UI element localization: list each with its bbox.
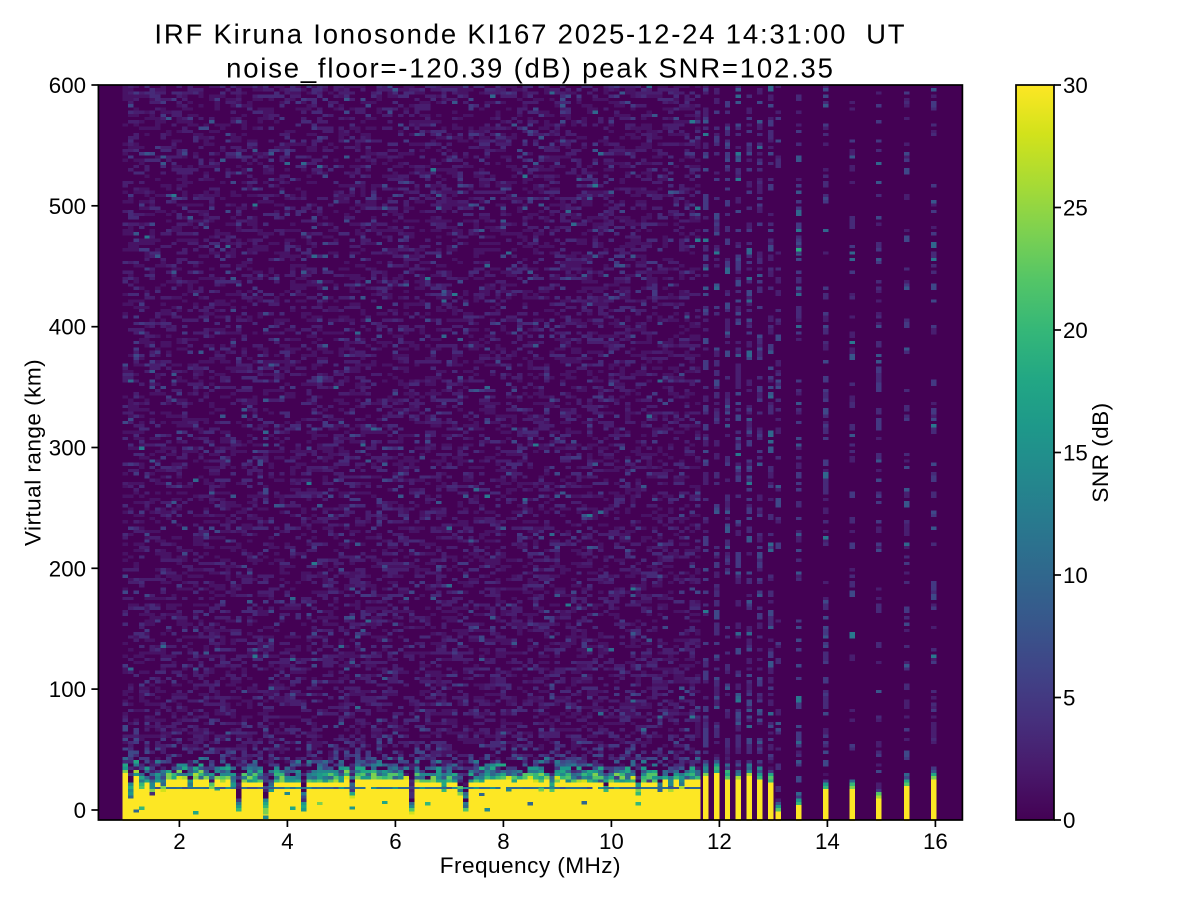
svg-text:600: 600 [49,73,86,98]
svg-text:0: 0 [1063,808,1075,833]
svg-text:8: 8 [497,829,509,854]
svg-text:20: 20 [1063,318,1088,343]
svg-text:SNR (dB): SNR (dB) [1088,402,1113,502]
svg-text:100: 100 [49,677,86,702]
svg-text:10: 10 [1063,563,1088,588]
svg-text:25: 25 [1063,196,1088,221]
svg-text:6: 6 [389,829,401,854]
svg-text:30: 30 [1063,73,1088,98]
svg-text:200: 200 [49,556,86,581]
svg-text:2: 2 [173,829,185,854]
svg-text:5: 5 [1063,686,1075,711]
svg-text:noise_floor=-120.39 (dB) peak: noise_floor=-120.39 (dB) peak SNR=102.35 [226,52,835,83]
svg-text:12: 12 [707,829,732,854]
svg-text:0: 0 [74,798,86,823]
svg-text:14: 14 [815,829,840,854]
svg-text:Frequency (MHz): Frequency (MHz) [440,853,621,878]
svg-text:4: 4 [281,829,293,854]
svg-text:16: 16 [923,829,948,854]
svg-text:10: 10 [599,829,624,854]
svg-text:IRF Kiruna Ionosonde KI167 202: IRF Kiruna Ionosonde KI167 2025-12-24 14… [154,19,906,50]
svg-text:500: 500 [49,194,86,219]
svg-text:15: 15 [1063,441,1088,466]
svg-text:300: 300 [49,436,86,461]
svg-text:400: 400 [49,315,86,340]
svg-text:Virtual range (km): Virtual range (km) [21,359,46,546]
